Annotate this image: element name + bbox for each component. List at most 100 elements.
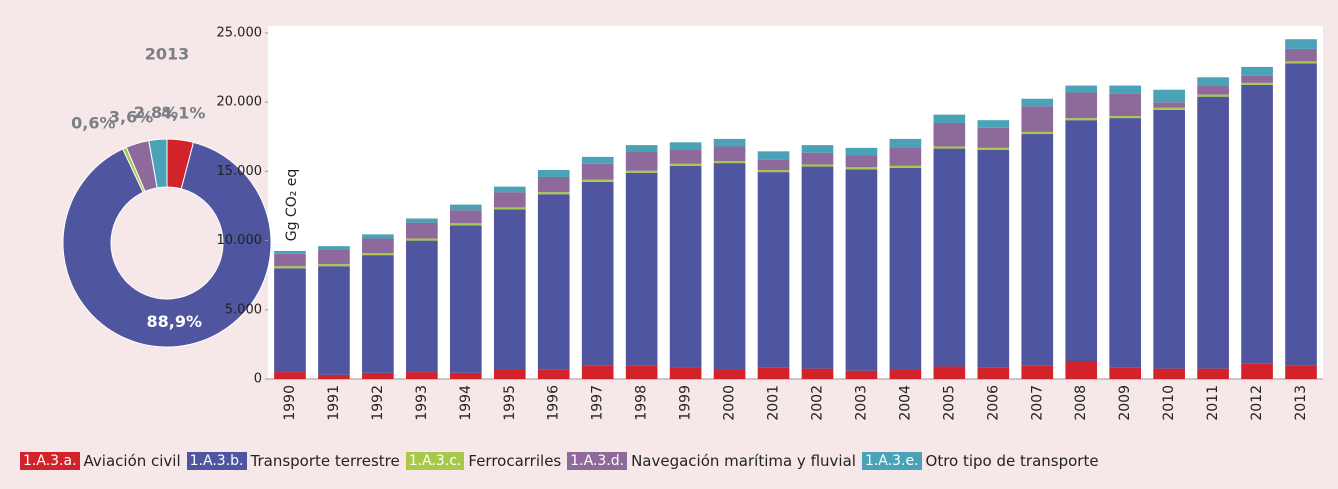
bar-segment [757,367,790,379]
bar-segment [1065,118,1098,121]
bar-segment [1153,102,1185,108]
bar-segment [1153,89,1185,103]
bar-segment [801,166,834,369]
bar-segment [977,120,1010,128]
bar-segment [581,181,614,366]
bar-segment [669,149,702,164]
x-tick-label: 2004 [897,385,913,421]
y-tick-label: 25.000 [217,26,263,41]
bar-segment [1241,363,1273,379]
bar-segment [801,152,834,165]
pie-label: 3,6% [109,108,153,127]
bar-segment [274,250,306,254]
y-tick-label: 15.000 [217,164,263,179]
bar-segment [1241,66,1273,76]
bar-segment [1153,109,1185,369]
bar-segment [362,372,394,379]
bar-segment [625,365,658,379]
bar-segment [977,147,1010,150]
pie-label: 4,1% [161,104,205,123]
bar-segment [1109,93,1142,117]
bar-segment [1241,82,1273,85]
bar-segment [889,138,922,148]
bar-segment [713,138,746,147]
bar-segment [1065,85,1098,93]
bar-segment [274,266,306,269]
bar-segment [406,372,438,379]
bar-segment [933,148,966,367]
x-tick-label: 2005 [941,385,957,421]
bar-segment [1021,134,1054,366]
bar-segment [625,145,658,153]
x-tick-label: 1995 [502,385,518,421]
bar-segment [669,142,702,150]
bar-segment [1021,98,1054,107]
bar-segment [801,368,834,379]
bar-segment [537,194,570,370]
bar-segment [493,186,526,193]
legend-code: 1.A.3.d. [567,452,628,470]
bar-segment [1197,96,1229,369]
x-tick-label: 1992 [370,385,386,421]
bar-segment [537,369,570,379]
bar-segment [1109,118,1142,368]
x-tick-label: 1997 [590,385,606,421]
legend-item: 1.A.3.a. Aviación civil [20,452,181,470]
bar-segment [1241,84,1273,364]
bar-segment [1285,365,1317,379]
legend: 1.A.3.a. Aviación civil 1.A.3.b. Transporte… [20,452,1105,470]
bar-segment [977,127,1010,148]
x-tick-label: 2002 [809,385,825,421]
bar-segment [845,169,878,371]
y-tick-label: 0 [254,372,262,387]
x-tick-label: 2000 [722,385,738,421]
x-tick-label: 2008 [1073,385,1089,421]
bar-segment [449,372,482,379]
bar-segment [1197,85,1229,95]
bar-segment [493,209,526,371]
bar-segment [274,253,306,267]
bar-segment [406,240,438,373]
x-tick-label: 1998 [634,385,650,421]
bar-segment [889,167,922,371]
y-tick-label: 5.000 [225,302,262,317]
legend-item: 1.A.3.c. Ferrocarriles [405,452,561,470]
legend-item: 1.A.3.b. Transporte terrestre [186,452,400,470]
bar-segment [757,159,790,171]
bar-segment [1065,120,1098,362]
bar-segment [581,163,614,180]
bar-segment [581,156,614,164]
bar-segment [845,167,878,170]
bar-segment [713,163,746,371]
y-axis-label: Gg CO₂ eq [284,169,300,242]
bar-segment [889,147,922,166]
bar-segment [889,165,922,168]
bar-segment [406,222,438,239]
legend-label: Otro tipo de transporte [925,452,1099,470]
chart: 2013 Gg CO₂ eq 4,1% 88,9% 0,6%3,6%2,8% 0 5.0… [62,26,1323,421]
bar-segment [889,370,922,379]
legend-code: 1.A.3.b. [186,452,247,470]
bar-segment [1153,368,1185,379]
bar-segment [1285,61,1317,64]
bar-segment [493,207,526,210]
bar-segment [757,172,790,368]
bar-segment [1109,367,1142,379]
legend-label: Transporte terrestre [250,452,400,470]
legend-code: 1.A.3.a. [20,452,80,470]
x-tick-label: 2010 [1161,385,1177,421]
x-tick-label: 1991 [326,385,342,421]
y-tick-label: 20.000 [217,95,263,110]
bar-segment [845,147,878,156]
bar-segment [845,370,878,379]
bar-segment [493,192,526,208]
x-tick-label: 2011 [1205,385,1221,421]
bar-segment [625,170,658,173]
bar-segment [318,246,350,250]
bar-segment [449,223,482,226]
bar-segment [933,146,966,149]
bar-segment [274,268,306,373]
bar-segment [1241,75,1273,83]
legend-code: 1.A.3.c. [405,452,465,470]
